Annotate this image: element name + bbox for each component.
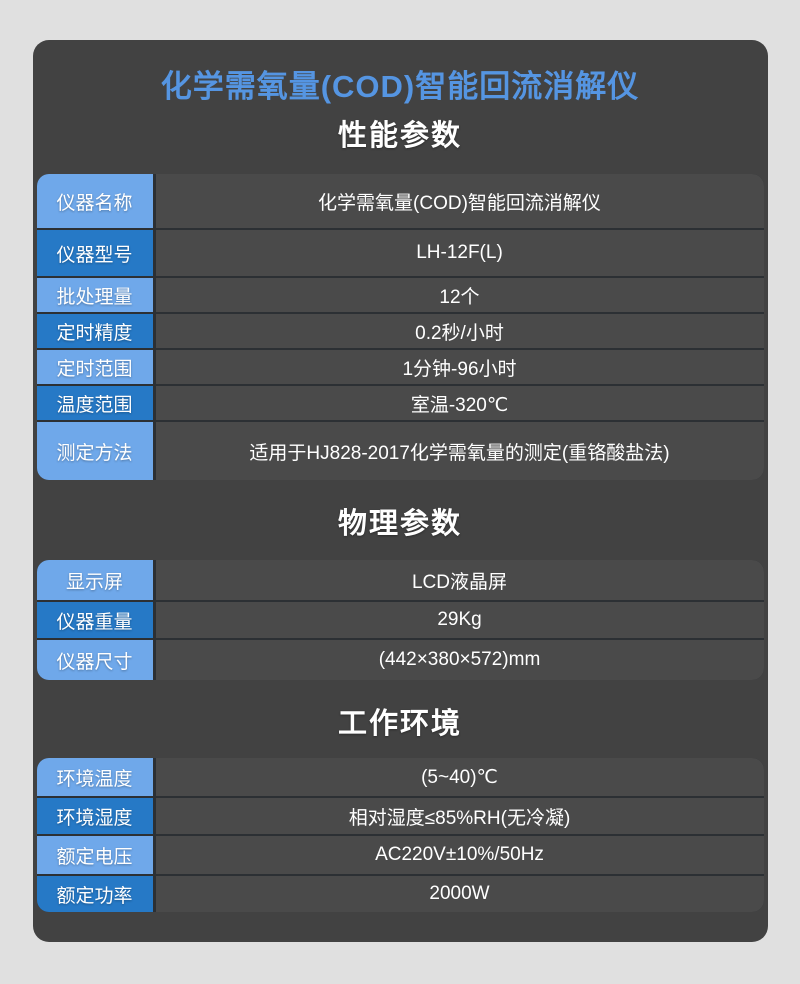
spec-sections: 性能参数仪器名称 化学需氧量(COD)智能回流消解仪 仪器型号 LH-12F(L) 批处… [36, 120, 764, 912]
spec-row-label: 温度范围 [36, 386, 153, 420]
spec-row: 环境温度 (5~40)℃ [36, 758, 764, 796]
spec-row-label: 显示屏 [36, 560, 153, 600]
spec-row-value: (442×380×572)mm [155, 640, 764, 680]
spec-row-value: 适用于HJ828-2017化学需氧量的测定(重铬酸盐法) [155, 422, 764, 480]
product-title: 化学需氧量(COD)智能回流消解仪 [160, 69, 640, 104]
spec-row-label: 仪器名称 [36, 174, 153, 228]
spec-row: 定时精度 0.2秒/小时 [36, 314, 764, 348]
spec-row-value: 1分钟-96小时 [155, 350, 764, 384]
spec-row-value: 12个 [155, 278, 764, 312]
spec-card: 化学需氧量(COD)智能回流消解仪 性能参数 仪器名称 化学需氧量(COD)智能回流… [32, 40, 768, 942]
spec-row-label: 环境温度 [36, 758, 153, 796]
section-heading: 物理参数 [337, 508, 462, 540]
spec-row-label: 定时范围 [36, 350, 153, 384]
spec-row-value: 室温-320℃ [155, 386, 764, 420]
spec-row: 仪器型号 LH-12F(L) [36, 230, 764, 276]
spec-table: 显示屏 LCD液晶屏 仪器重量 29Kg 仪器尺寸 (442×380×572)mm [36, 560, 764, 680]
spec-row-value: 29Kg [155, 602, 764, 638]
spec-row: 环境湿度 相对湿度≤85%RH(无冷凝) [36, 798, 764, 834]
spec-row: 仪器名称 化学需氧量(COD)智能回流消解仪 [36, 174, 764, 228]
spec-row: 温度范围 室温-320℃ [36, 386, 764, 420]
spec-row-value: 相对湿度≤85%RH(无冷凝) [155, 798, 764, 834]
spec-row-value: 化学需氧量(COD)智能回流消解仪 [155, 174, 764, 228]
spec-row-label: 额定功率 [36, 876, 153, 912]
spec-row-label: 测定方法 [36, 422, 153, 480]
spec-row-label: 仪器型号 [36, 230, 153, 276]
section-heading: 工作环境 [337, 708, 462, 740]
spec-row: 定时范围 1分钟-96小时 [36, 350, 764, 384]
spec-row-value: (5~40)℃ [155, 758, 764, 796]
spec-row: 批处理量 12个 [36, 278, 764, 312]
spec-row-label: 定时精度 [36, 314, 153, 348]
spec-row-value: AC220V±10%/50Hz [155, 836, 764, 874]
spec-row: 测定方法 适用于HJ828-2017化学需氧量的测定(重铬酸盐法) [36, 422, 764, 480]
spec-row-value: LCD液晶屏 [155, 560, 764, 600]
spec-row: 额定功率 2000W [36, 876, 764, 912]
spec-row: 仪器重量 29Kg [36, 602, 764, 638]
spec-row: 显示屏 LCD液晶屏 [36, 560, 764, 600]
spec-row-label: 环境湿度 [36, 798, 153, 834]
spec-row-value: 2000W [155, 876, 764, 912]
spec-row-label: 批处理量 [36, 278, 153, 312]
spec-row: 仪器尺寸 (442×380×572)mm [36, 640, 764, 680]
spec-table: 环境温度 (5~40)℃ 环境湿度 相对湿度≤85%RH(无冷凝) 额定电压 AC220V… [36, 758, 764, 912]
spec-row-label: 仪器尺寸 [36, 640, 153, 680]
spec-row-value: 0.2秒/小时 [155, 314, 764, 348]
spec-row-label: 仪器重量 [36, 602, 153, 638]
section-heading: 性能参数 [337, 120, 462, 152]
spec-table: 仪器名称 化学需氧量(COD)智能回流消解仪 仪器型号 LH-12F(L) 批处理量 12… [36, 174, 764, 480]
spec-row-label: 额定电压 [36, 836, 153, 874]
spec-row: 额定电压 AC220V±10%/50Hz [36, 836, 764, 874]
spec-row-value: LH-12F(L) [155, 230, 764, 276]
